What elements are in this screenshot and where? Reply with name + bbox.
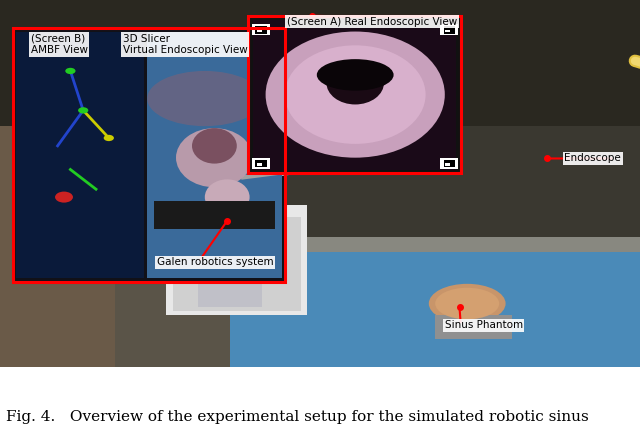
- Ellipse shape: [285, 46, 426, 144]
- Bar: [445, 29, 450, 32]
- Bar: [444, 160, 455, 167]
- Ellipse shape: [147, 71, 262, 126]
- Bar: [248, 16, 461, 173]
- Circle shape: [78, 107, 88, 113]
- Bar: [252, 158, 270, 169]
- Bar: [147, 32, 282, 278]
- Bar: [230, 240, 640, 367]
- Text: Fig. 4.   Overview of the experimental setup for the simulated robotic sinus: Fig. 4. Overview of the experimental set…: [6, 410, 589, 424]
- Circle shape: [104, 135, 114, 141]
- Ellipse shape: [192, 128, 237, 163]
- Ellipse shape: [435, 288, 499, 319]
- Text: (Screen B)
AMBF View: (Screen B) AMBF View: [31, 34, 88, 55]
- Bar: [198, 284, 262, 307]
- Bar: [253, 21, 456, 170]
- Bar: [435, 315, 512, 339]
- Bar: [173, 217, 301, 311]
- Text: Sinus Phantom: Sinus Phantom: [445, 320, 523, 330]
- Bar: [248, 16, 461, 173]
- Bar: [166, 205, 307, 315]
- Text: Endoscope: Endoscope: [564, 153, 621, 163]
- Bar: [445, 163, 450, 166]
- Ellipse shape: [176, 128, 253, 187]
- Bar: [13, 28, 285, 282]
- Bar: [154, 201, 275, 229]
- Ellipse shape: [429, 284, 506, 323]
- Bar: [444, 26, 455, 34]
- Text: (Screen A) Real Endoscopic View: (Screen A) Real Endoscopic View: [287, 17, 457, 27]
- Ellipse shape: [326, 61, 384, 104]
- Bar: [440, 25, 458, 35]
- Text: 3D Slicer
Virtual Endoscopic View: 3D Slicer Virtual Endoscopic View: [123, 34, 248, 55]
- Ellipse shape: [205, 180, 250, 215]
- Bar: [255, 26, 267, 34]
- Bar: [440, 158, 458, 169]
- Text: Galen robotics system: Galen robotics system: [157, 257, 273, 267]
- Bar: [252, 25, 270, 35]
- Circle shape: [65, 68, 76, 74]
- Bar: [257, 163, 262, 166]
- Bar: [230, 237, 640, 252]
- Bar: [0, 248, 640, 367]
- Bar: [255, 160, 267, 167]
- Bar: [13, 28, 285, 282]
- Bar: [0, 0, 640, 126]
- Ellipse shape: [317, 59, 394, 91]
- Bar: [0, 126, 115, 367]
- Ellipse shape: [266, 32, 445, 158]
- Bar: [16, 32, 144, 278]
- Bar: [257, 29, 262, 32]
- Circle shape: [55, 191, 73, 203]
